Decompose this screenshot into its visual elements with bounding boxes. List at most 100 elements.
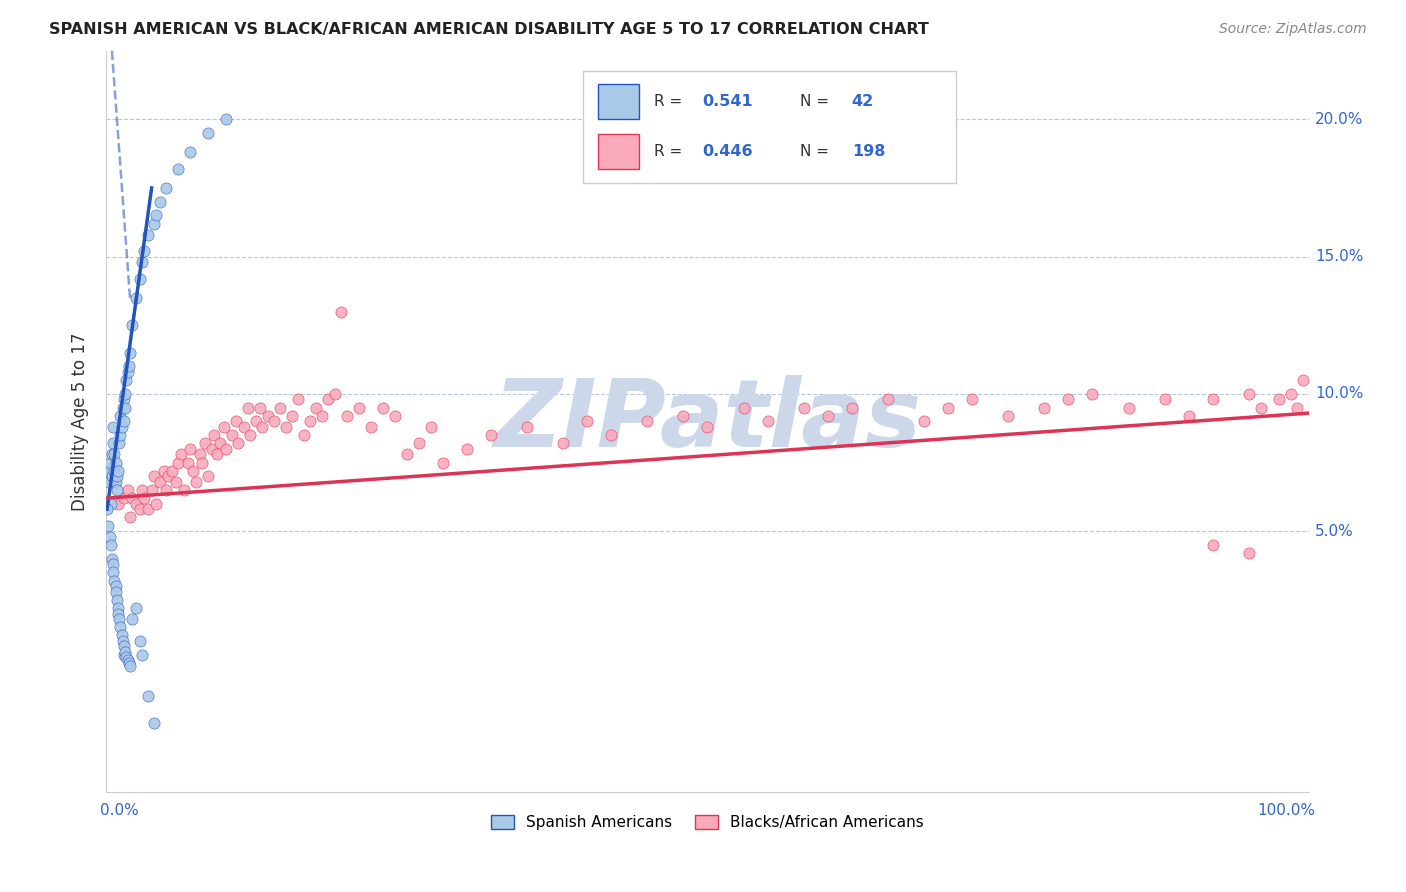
Text: ZIPatlas: ZIPatlas: [494, 376, 921, 467]
Point: [149, 194, 172, 209]
Point: [1118, 401, 1140, 415]
Text: 100.0%: 100.0%: [1257, 803, 1315, 818]
Point: [997, 409, 1019, 423]
Point: [257, 409, 280, 423]
Point: [104, 579, 127, 593]
Text: R =: R =: [654, 145, 688, 159]
Point: [672, 409, 695, 423]
Point: [432, 456, 454, 470]
Point: [155, 483, 177, 497]
Point: [188, 447, 211, 461]
Point: [131, 255, 153, 269]
Point: [108, 436, 131, 450]
Point: [167, 456, 190, 470]
Point: [1202, 392, 1225, 407]
Point: [212, 419, 235, 434]
Point: [118, 656, 141, 670]
Point: [221, 428, 243, 442]
Text: 10.0%: 10.0%: [1315, 386, 1364, 401]
Point: [101, 419, 124, 434]
Point: [117, 483, 139, 497]
Point: [696, 419, 718, 434]
Point: [114, 645, 136, 659]
Point: [110, 620, 132, 634]
Point: [143, 469, 166, 483]
Point: [456, 442, 478, 456]
Point: [101, 475, 124, 489]
Point: [294, 428, 316, 442]
Point: [149, 475, 172, 489]
Point: [131, 483, 153, 497]
Point: [104, 475, 127, 489]
Bar: [599, 84, 640, 120]
Point: [311, 409, 333, 423]
Point: [733, 401, 755, 415]
Point: [299, 414, 322, 428]
Point: [1033, 401, 1056, 415]
Point: [841, 401, 863, 415]
Point: [281, 409, 304, 423]
Point: [245, 414, 267, 428]
Point: [912, 414, 935, 428]
Point: [121, 491, 143, 506]
Point: [114, 387, 136, 401]
Point: [360, 419, 382, 434]
Y-axis label: Disability Age 5 to 17: Disability Age 5 to 17: [72, 332, 89, 510]
Point: [169, 447, 191, 461]
Point: [125, 291, 148, 305]
Point: [136, 689, 159, 703]
Point: [202, 428, 225, 442]
Point: [121, 612, 143, 626]
Point: [479, 428, 502, 442]
Point: [104, 584, 127, 599]
Point: [112, 392, 135, 407]
Point: [121, 318, 143, 333]
Point: [104, 456, 127, 470]
Point: [128, 634, 150, 648]
Point: [117, 653, 139, 667]
Text: 5.0%: 5.0%: [1315, 524, 1354, 539]
Point: [98, 530, 121, 544]
Point: [419, 419, 441, 434]
Point: [136, 227, 159, 242]
Point: [1237, 387, 1260, 401]
Point: [636, 414, 658, 428]
Point: [1153, 392, 1175, 407]
Point: [249, 401, 271, 415]
Text: 42: 42: [852, 94, 875, 109]
Point: [115, 650, 138, 665]
Point: [1268, 392, 1291, 407]
Point: [1292, 373, 1315, 387]
Point: [817, 409, 839, 423]
Point: [118, 510, 141, 524]
Text: 0.0%: 0.0%: [100, 803, 139, 818]
Point: [167, 161, 190, 176]
Point: [143, 716, 166, 731]
Point: [145, 497, 167, 511]
Point: [395, 447, 418, 461]
Point: [115, 373, 138, 387]
Point: [201, 442, 224, 456]
Point: [118, 345, 141, 359]
Point: [112, 491, 135, 506]
Point: [1237, 546, 1260, 560]
Point: [107, 464, 129, 478]
Point: [225, 414, 247, 428]
Point: [347, 401, 370, 415]
Text: 0.541: 0.541: [703, 94, 754, 109]
Point: [197, 126, 219, 140]
Point: [97, 518, 120, 533]
Point: [1202, 538, 1225, 552]
Text: N =: N =: [800, 145, 834, 159]
Point: [107, 601, 129, 615]
Point: [263, 414, 285, 428]
Point: [145, 208, 167, 222]
Point: [287, 392, 309, 407]
Point: [118, 359, 141, 374]
Text: Source: ZipAtlas.com: Source: ZipAtlas.com: [1219, 22, 1367, 37]
Point: [239, 428, 262, 442]
Point: [1250, 401, 1272, 415]
Point: [191, 456, 214, 470]
Point: [112, 640, 135, 654]
Point: [329, 304, 352, 318]
